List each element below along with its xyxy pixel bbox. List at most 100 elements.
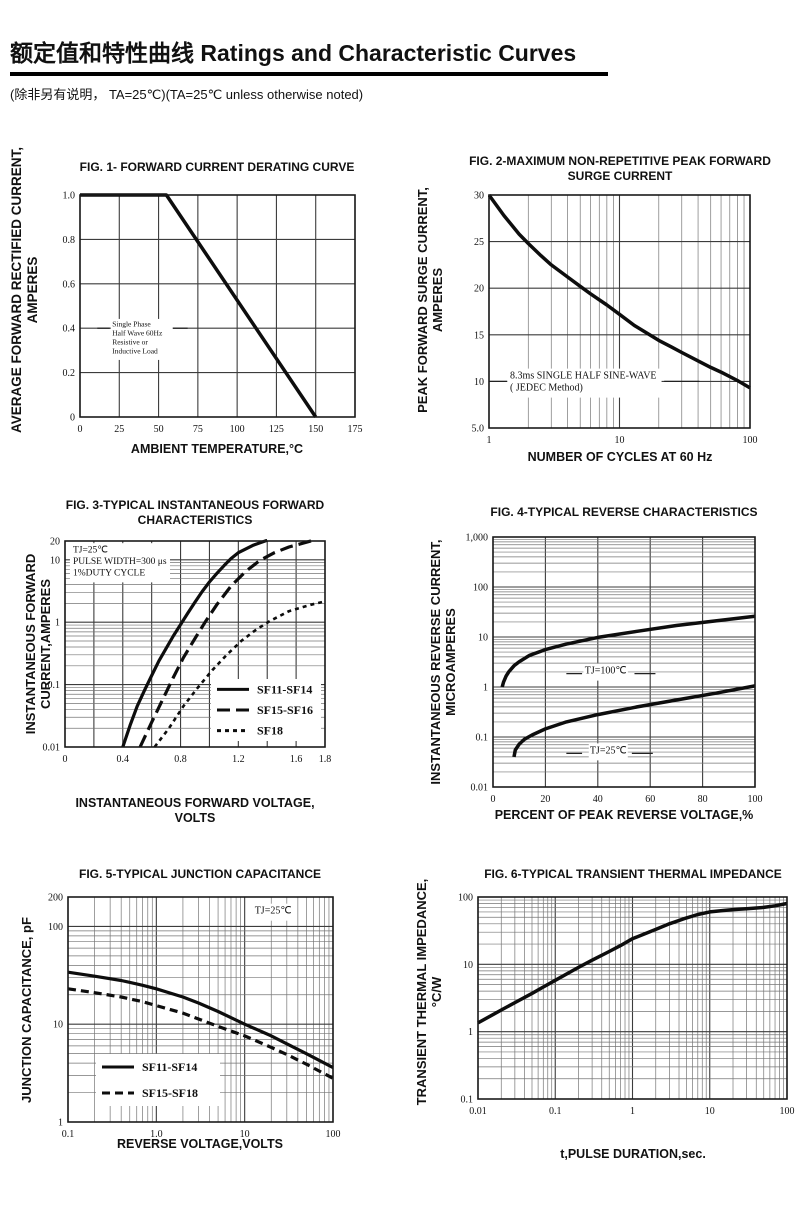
- svg-text:100: 100: [230, 424, 245, 435]
- fig1-grid: [79, 194, 356, 418]
- fig2-series-surge-current: [488, 193, 751, 390]
- svg-text:25: 25: [114, 424, 124, 435]
- fig2-tick-labels: 1 10 100 30 25 20 15 10 5.0: [472, 191, 758, 447]
- page-subtitle: (除非另有说明， TA=25℃)(TA=25℃ unless otherwise…: [10, 87, 364, 102]
- svg-text:100: 100: [743, 435, 758, 446]
- svg-text:0.8: 0.8: [63, 235, 76, 246]
- fig4-x-axis-label: PERCENT OF PEAK REVERSE VOLTAGE,%: [494, 808, 754, 822]
- svg-text:TJ=25℃: TJ=25℃: [255, 906, 292, 917]
- fig4-plot-border: [492, 536, 756, 788]
- svg-text:150: 150: [308, 424, 323, 435]
- fig4-series-TJ-25C: [512, 684, 756, 758]
- fig3-annotation-boxes: [69, 543, 170, 583]
- fig3-title: FIG. 3-TYPICAL INSTANTANEOUS FORWARD CHA…: [65, 498, 325, 527]
- svg-text:SF11-SF14: SF11-SF14: [142, 1060, 197, 1074]
- svg-text:0.6: 0.6: [63, 279, 76, 290]
- svg-text:1.2: 1.2: [232, 754, 245, 765]
- svg-text:20: 20: [540, 794, 550, 805]
- svg-text:60: 60: [645, 794, 655, 805]
- svg-text:20: 20: [474, 284, 484, 295]
- svg-text:10: 10: [53, 1020, 63, 1031]
- fig3-plot-border: [64, 540, 326, 748]
- fig5-legend: SF11-SF14 SF15-SF18: [96, 1054, 220, 1106]
- fig5-series-SF15-SF18: [67, 987, 334, 1080]
- svg-text:SF11-SF14: SF11-SF14: [257, 682, 312, 696]
- fig2-annotation-boxes: [507, 368, 662, 398]
- svg-text:50: 50: [154, 424, 164, 435]
- fig2-y-axis-label: PEAK FORWARD SURGE CURRENT, AMPERES: [415, 187, 445, 413]
- svg-text:1: 1: [630, 1106, 635, 1117]
- fig3-tick-labels: 0 0.4 0.8 1.2 1.6 1.8 20 10 1 0.1 0.01: [43, 537, 332, 766]
- svg-text:10: 10: [474, 377, 484, 388]
- fig2-plot-border: [488, 194, 751, 429]
- svg-text:Half Wave 60Hz: Half Wave 60Hz: [112, 328, 163, 337]
- svg-text:1%DUTY CYCLE: 1%DUTY CYCLE: [73, 568, 145, 578]
- svg-text:SF15-SF18: SF15-SF18: [142, 1086, 198, 1100]
- fig5-grid: [67, 896, 334, 1123]
- figure-3: FIG. 3-TYPICAL INSTANTANEOUS FORWARD CHA…: [0, 490, 400, 850]
- svg-text:200: 200: [48, 893, 63, 904]
- svg-text:1.0: 1.0: [150, 1129, 163, 1140]
- svg-text:100: 100: [458, 893, 473, 904]
- svg-text:125: 125: [269, 424, 284, 435]
- svg-text:1: 1: [483, 683, 488, 694]
- fig1-annotation-boxes: [109, 318, 173, 360]
- fig4-annotations: TJ=100℃ TJ=25℃: [585, 666, 627, 757]
- fig1-tick-labels: 0 25 50 75 100 125 150 175 1.0 0.8 0.6 0.4 0.2 0: [63, 191, 363, 436]
- fig6-title: FIG. 6-TYPICAL TRANSIENT THERMAL IMPEDAN…: [484, 867, 782, 881]
- svg-text:30: 30: [474, 191, 484, 202]
- svg-text:0.1: 0.1: [476, 733, 489, 744]
- svg-text:10: 10: [50, 555, 60, 566]
- svg-text:8.3ms SINGLE HALF SINE-WAVE: 8.3ms SINGLE HALF SINE-WAVE: [510, 371, 656, 382]
- svg-text:0.01: 0.01: [471, 783, 489, 794]
- svg-text:PULSE WIDTH=300 μs: PULSE WIDTH=300 μs: [73, 557, 167, 567]
- svg-text:1: 1: [58, 1118, 63, 1129]
- fig1-plot-border: [79, 194, 356, 418]
- svg-text:0.01: 0.01: [469, 1106, 487, 1117]
- fig6-series-thermal-impedance: [477, 901, 788, 1025]
- svg-text:0.01: 0.01: [43, 743, 61, 754]
- fig5-plot: TJ=25℃ SF11-SF14 SF15-SF18 0.1 1.0 10 100 200 10…: [48, 893, 341, 1141]
- svg-text:5.0: 5.0: [472, 424, 485, 435]
- fig5-title: FIG. 5-TYPICAL JUNCTION CAPACITANCE: [78, 867, 321, 881]
- svg-text:1,000: 1,000: [466, 533, 489, 544]
- fig4-series-TJ-100C: [500, 614, 756, 688]
- svg-text:75: 75: [193, 424, 203, 435]
- fig6-x-axis-label: t,PULSE DURATION,sec.: [560, 1147, 706, 1161]
- fig1-title: FIG. 1- FORWARD CURRENT DERATING CURVE: [79, 160, 355, 174]
- fig4-annotation-boxes: [583, 663, 628, 761]
- fig3-legend: SF11-SF14 SF15-SF16 SF18: [211, 679, 321, 741]
- fig4-plot: TJ=100℃TJ=25℃0 20 40 60 80 1001,0001001010.10…: [466, 533, 763, 806]
- svg-text:15: 15: [474, 330, 484, 341]
- page-title: 额定值和特性曲线 Ratings and Characteristic Curv…: [10, 40, 577, 66]
- fig6-plot-border: [477, 896, 788, 1100]
- svg-text:20: 20: [50, 537, 60, 548]
- svg-text:TJ=100℃: TJ=100℃: [585, 666, 627, 677]
- svg-text:10: 10: [478, 633, 488, 644]
- svg-text:100: 100: [48, 922, 63, 933]
- svg-text:0.4: 0.4: [63, 324, 76, 335]
- svg-text:0.1: 0.1: [62, 1129, 75, 1140]
- svg-text:Inductive Load: Inductive Load: [112, 346, 158, 355]
- fig2-plot: 8.3ms SINGLE HALF SINE-WAVE( JEDEC Metho…: [472, 191, 758, 447]
- svg-text:1.8: 1.8: [319, 754, 332, 765]
- svg-text:100: 100: [748, 794, 763, 805]
- svg-text:Single Phase: Single Phase: [112, 319, 151, 328]
- svg-text:SF18: SF18: [257, 724, 283, 738]
- fig6-grid: [477, 896, 788, 1100]
- svg-text:175: 175: [348, 424, 363, 435]
- svg-text:Resistive or: Resistive or: [112, 337, 148, 346]
- fig5-x-axis-label: REVERSE VOLTAGE,VOLTS: [117, 1137, 283, 1151]
- fig5-annotations: TJ=25℃: [255, 906, 292, 917]
- fig5-plot-border: [67, 896, 334, 1123]
- svg-text:1.6: 1.6: [290, 754, 303, 765]
- svg-text:0: 0: [491, 794, 496, 805]
- svg-text:0: 0: [70, 413, 75, 424]
- svg-text:SF15-SF16: SF15-SF16: [257, 703, 313, 717]
- figure-6: FIG. 6-TYPICAL TRANSIENT THERMAL IMPEDAN…: [400, 850, 800, 1208]
- svg-text:10: 10: [240, 1129, 250, 1140]
- svg-text:TJ=25℃: TJ=25℃: [73, 546, 108, 556]
- svg-text:0.2: 0.2: [63, 368, 76, 379]
- fig5-annotation-boxes: [253, 903, 293, 921]
